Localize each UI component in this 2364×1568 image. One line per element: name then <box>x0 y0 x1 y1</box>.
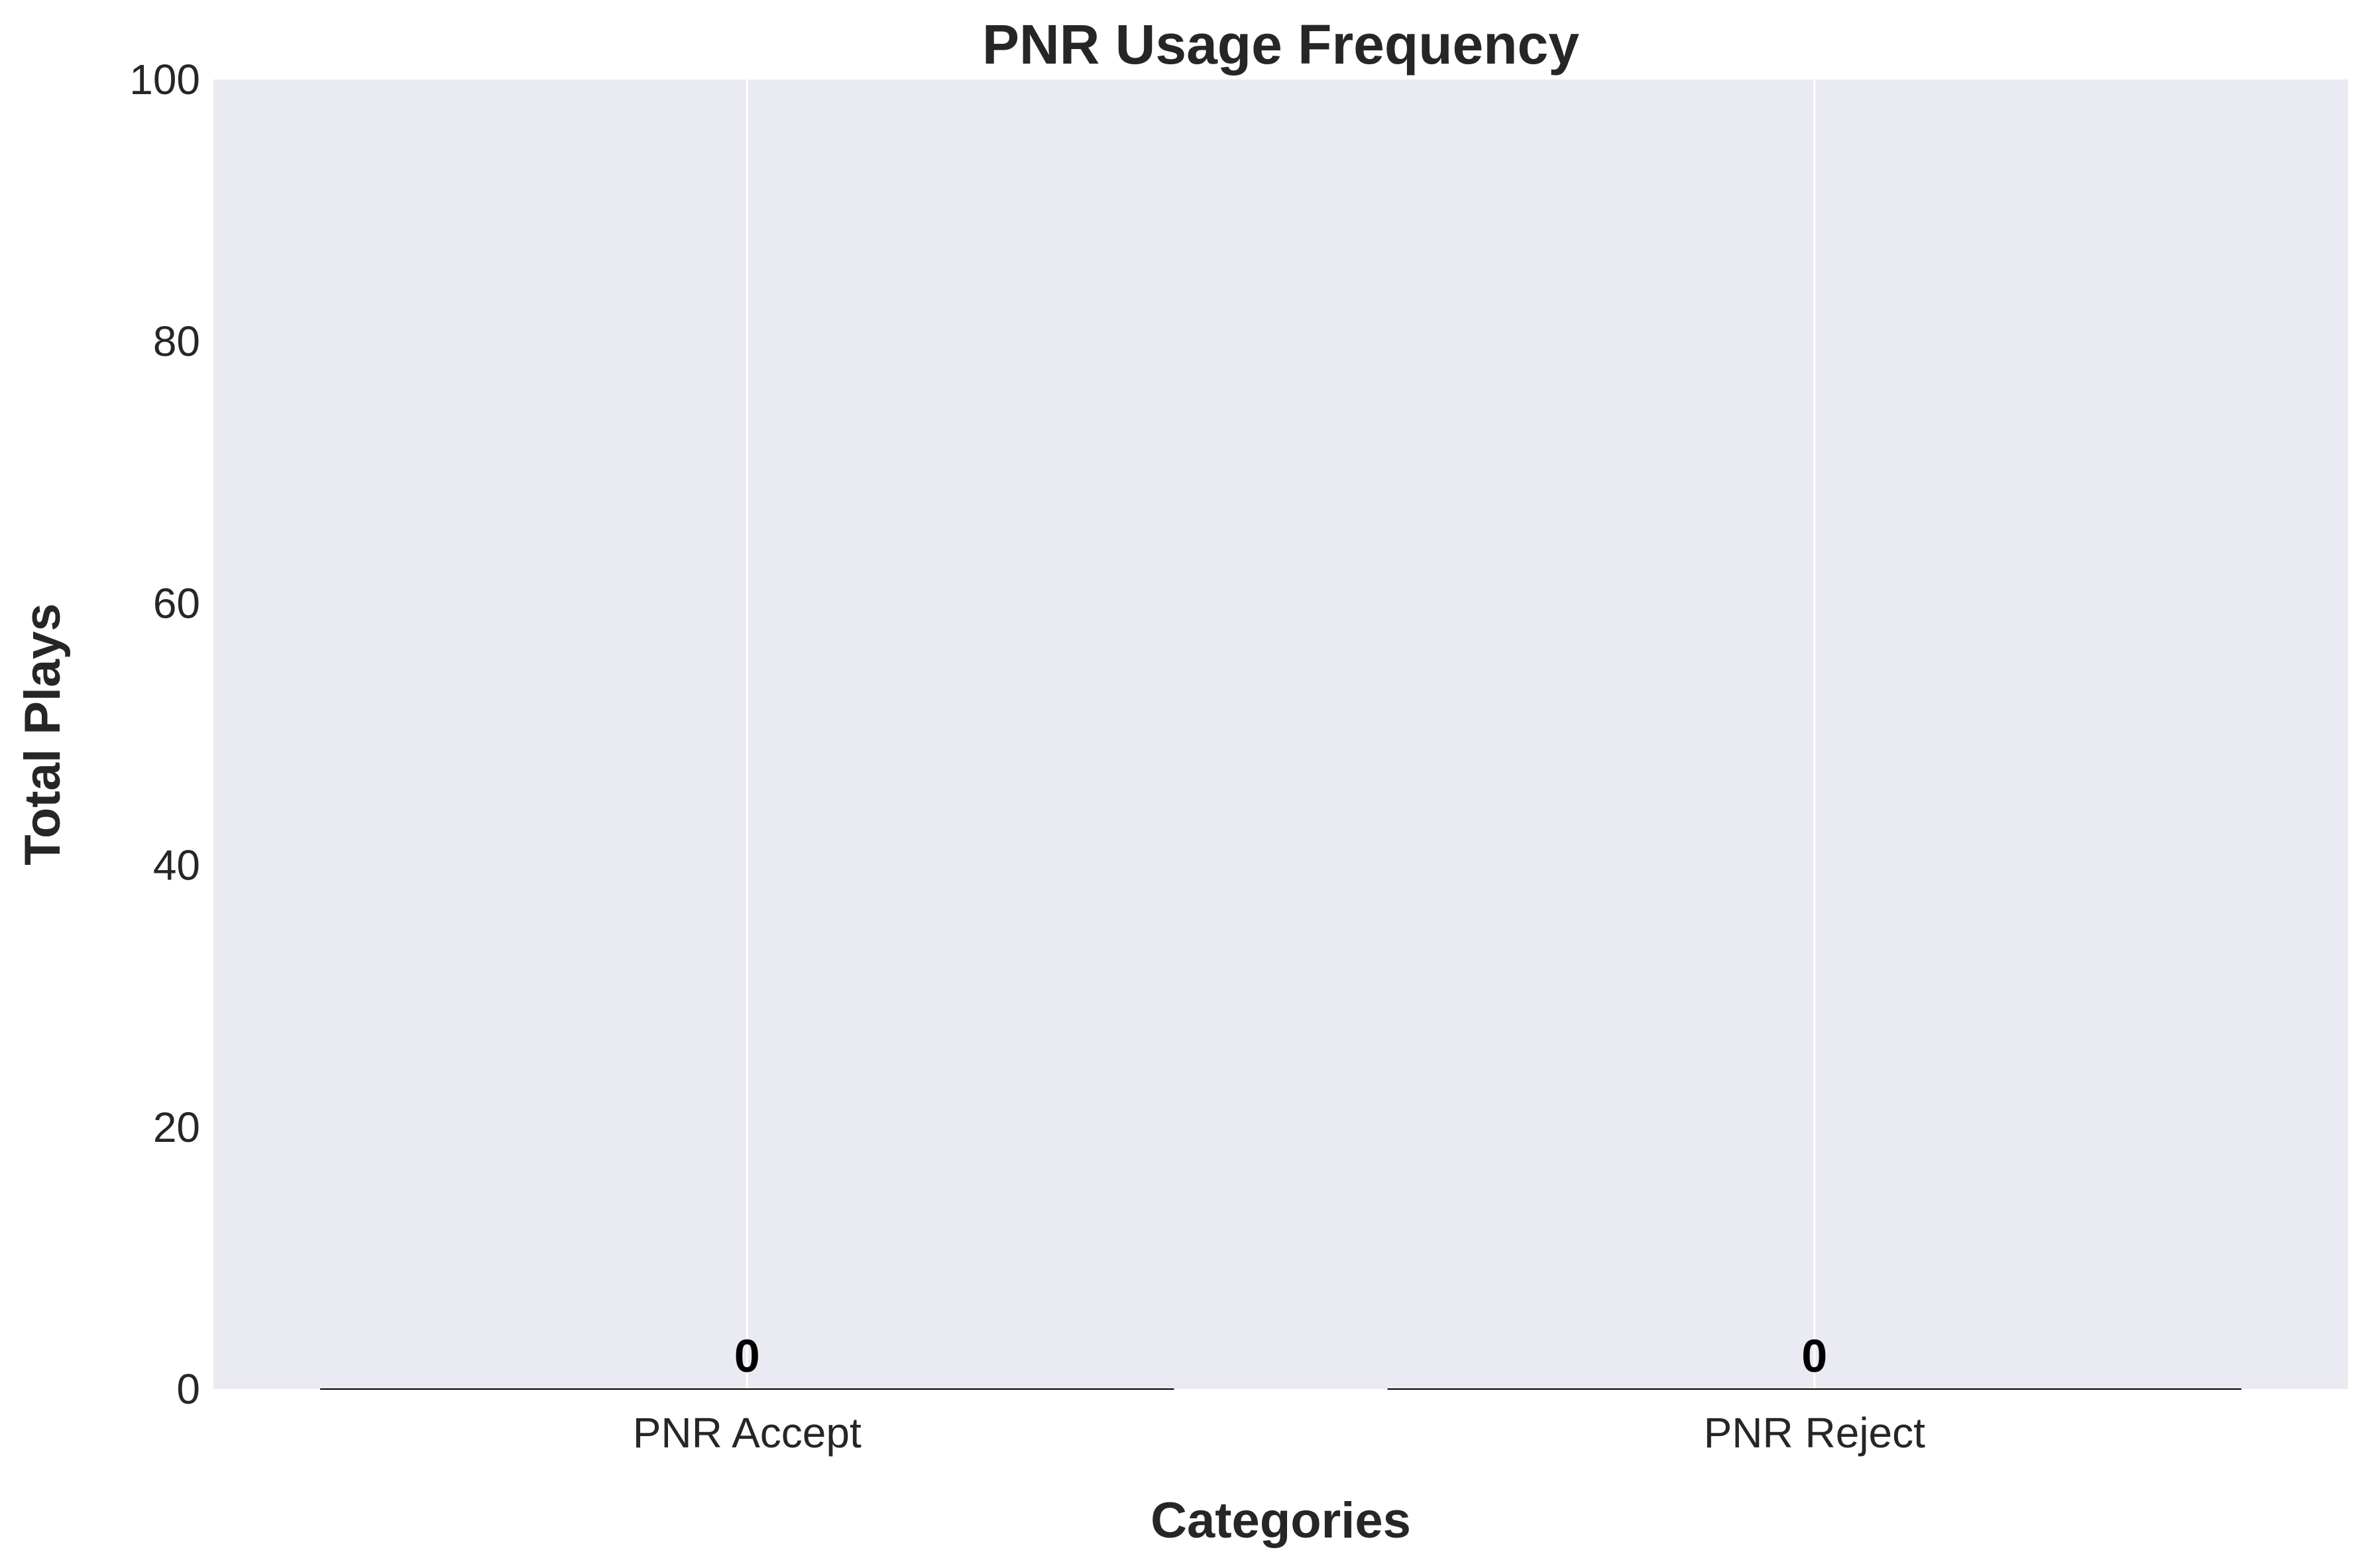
data-label: 0 <box>1801 1330 1827 1382</box>
x-tick-label: PNR Accept <box>633 1409 862 1457</box>
y-tick-label: 20 <box>153 1103 200 1151</box>
x-axis-title: Categories <box>1151 1492 1411 1549</box>
y-tick-label: 100 <box>129 56 200 103</box>
y-axis-ticks: 0 20 40 60 80 100 <box>129 56 200 1413</box>
x-tick-label: PNR Reject <box>1704 1409 1926 1457</box>
gridlines <box>746 80 1816 1389</box>
y-tick-label: 80 <box>153 317 200 365</box>
y-tick-label: 0 <box>176 1365 200 1413</box>
y-tick-label: 60 <box>153 579 200 627</box>
y-tick-label: 40 <box>153 842 200 889</box>
data-label: 0 <box>734 1330 760 1382</box>
plot-area <box>213 80 2348 1389</box>
chart-title: PNR Usage Frequency <box>982 13 1579 76</box>
x-axis-ticks: PNR Accept PNR Reject <box>633 1409 1925 1457</box>
y-axis-title: Total Plays <box>15 603 71 866</box>
